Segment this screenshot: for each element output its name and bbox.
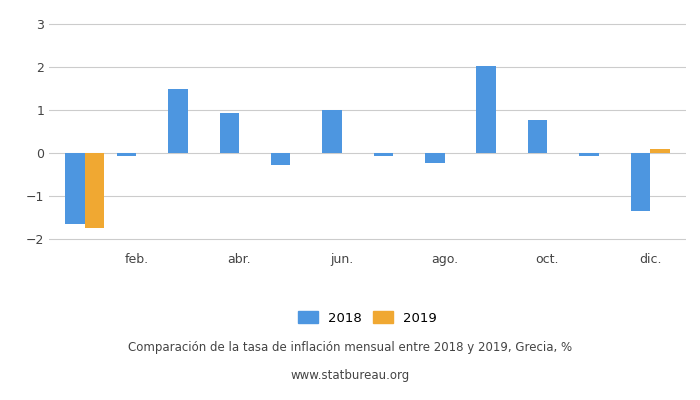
Bar (374, 153, 393, 156)
Bar (65, 153, 85, 224)
Bar (528, 120, 547, 153)
Bar (650, 150, 670, 153)
Bar (220, 113, 239, 153)
Text: Comparación de la tasa de inflación mensual entre 2018 y 2019, Grecia, %: Comparación de la tasa de inflación mens… (128, 342, 572, 354)
Bar (117, 153, 136, 156)
Bar (579, 153, 598, 156)
Bar (425, 153, 444, 163)
Bar (631, 153, 650, 212)
Text: www.statbureau.org: www.statbureau.org (290, 370, 410, 382)
Bar (168, 89, 188, 153)
Bar (271, 153, 290, 165)
Bar (85, 153, 104, 228)
Bar (322, 110, 342, 153)
Legend: 2018, 2019: 2018, 2019 (291, 305, 444, 331)
Bar (477, 66, 496, 153)
